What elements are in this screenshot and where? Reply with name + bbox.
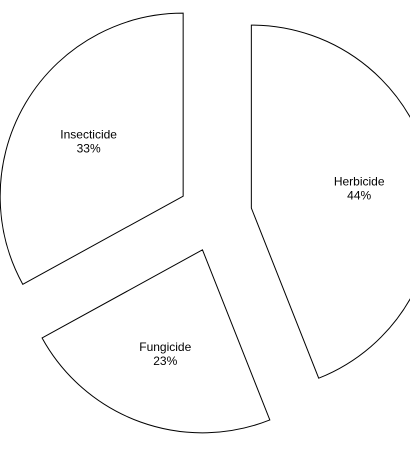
slice-label: Herbicide 44% <box>334 174 385 202</box>
pie-slice <box>250 24 410 379</box>
value-label: 23% <box>153 354 177 368</box>
category-label: Insecticide <box>60 127 117 141</box>
slice-label: Insecticide 33% <box>60 127 117 155</box>
pie-slice <box>41 249 271 434</box>
value-label: 33% <box>77 141 101 155</box>
pie-slice <box>0 12 184 286</box>
category-label: Fungicide <box>139 340 191 354</box>
value-label: 44% <box>347 188 371 202</box>
category-label: Herbicide <box>334 174 385 188</box>
slice-label: Fungicide 23% <box>139 340 191 368</box>
